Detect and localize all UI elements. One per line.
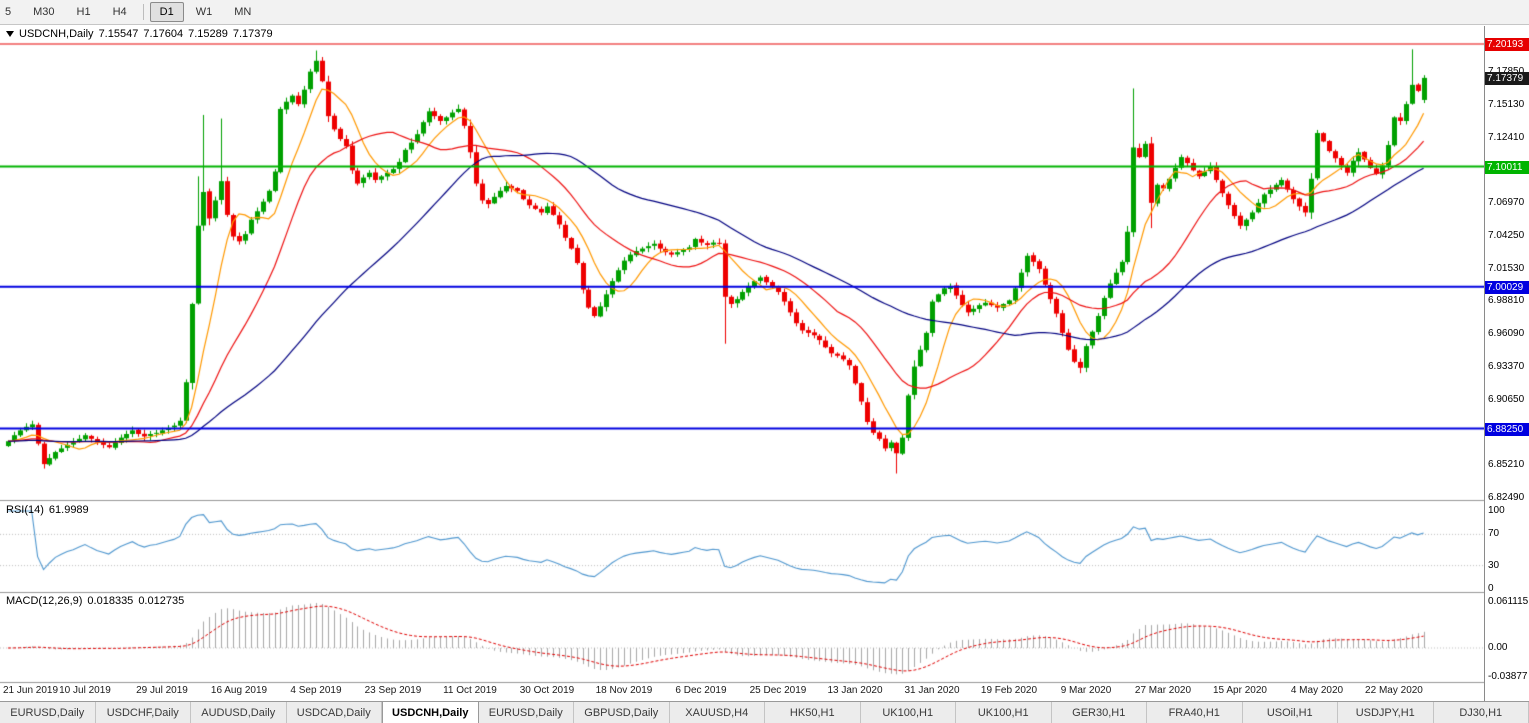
timeframe-button-5[interactable]: 5 xyxy=(5,6,12,18)
axis-tick: 30 xyxy=(1488,559,1500,571)
date-label: 11 Oct 2019 xyxy=(443,685,497,696)
axis-tick: 7.17850 xyxy=(1488,66,1524,78)
axis-tick: 6.85210 xyxy=(1488,459,1525,471)
date-label: 22 May 2020 xyxy=(1365,685,1423,696)
price-badge: 6.88250 xyxy=(1485,422,1529,436)
date-label: 10 Jul 2019 xyxy=(59,685,111,696)
ohlc-open: 7.15547 xyxy=(98,28,139,40)
chart-tab-uk100-h1[interactable]: UK100,H1 xyxy=(956,702,1052,723)
timeframe-button-h1[interactable]: H1 xyxy=(76,6,91,18)
macd-signal-value: 0.012735 xyxy=(138,595,185,607)
rsi-value: 61.9989 xyxy=(48,504,89,516)
date-label: 16 Aug 2019 xyxy=(210,685,268,696)
date-label: 23 Sep 2019 xyxy=(364,685,422,696)
axis-tick: 7.01530 xyxy=(1488,262,1525,274)
date-label: 9 Mar 2020 xyxy=(1060,685,1112,696)
axis-tick: 7.04250 xyxy=(1488,229,1525,241)
axis-tick: 0.00 xyxy=(1488,642,1508,653)
chart-tab-eurusd-daily[interactable]: EURUSD,Daily xyxy=(478,702,574,723)
timeframe-button-w1[interactable]: W1 xyxy=(195,6,213,18)
date-label: 19 Feb 2020 xyxy=(980,685,1038,696)
chart-area: USDCNH,Daily 7.15547 7.17604 7.15289 7.17379… xyxy=(0,26,1529,701)
date-label: 31 Jan 2020 xyxy=(904,685,960,696)
date-label: 21 Jun 2019 xyxy=(3,685,59,696)
chart-tab-uk100-h1[interactable]: UK100,H1 xyxy=(860,702,956,723)
chart-tab-dj30-h1[interactable]: DJ30,H1 xyxy=(1433,702,1529,723)
axis-tick: 6.82490 xyxy=(1488,491,1525,503)
date-label: 27 Mar 2020 xyxy=(1134,685,1192,696)
axis-tick: 6.98810 xyxy=(1488,295,1525,307)
price-badge: 7.20193 xyxy=(1485,38,1529,51)
date-label: 6 Dec 2019 xyxy=(675,685,727,696)
axis-tick: 0 xyxy=(1488,583,1494,594)
chart-tab-usdchf-daily[interactable]: USDCHF,Daily xyxy=(95,702,191,723)
chart-tabs-bar: EURUSD,Daily USDCHF,Daily AUDUSD,Daily USDC… xyxy=(0,701,1529,723)
timeframe-button-h4[interactable]: H4 xyxy=(112,6,127,18)
chart-tab-usdjpy-h1[interactable]: USDJPY,H1 xyxy=(1338,702,1434,723)
chart-tab-usoil-h1[interactable]: USOil,H1 xyxy=(1242,702,1338,723)
toolbar-divider xyxy=(142,4,144,20)
price-badge: 7.00029 xyxy=(1485,280,1529,294)
chart-tab-audusd-daily[interactable]: AUDUSD,Daily xyxy=(191,702,287,723)
price-axis[interactable]: 7.178507.151307.124107.096907.069707.042… xyxy=(1484,26,1529,701)
timeframe-button-d1[interactable]: D1 xyxy=(149,2,184,22)
macd-indicator-label: MACD(12,26,9) 0.018335 0.012735 xyxy=(6,595,184,607)
chart-tab-usdcad-daily[interactable]: USDCAD,Daily xyxy=(286,702,382,723)
ohlc-high: 7.17604 xyxy=(143,28,184,40)
rsi-indicator-label: RSI(14) 61.9989 xyxy=(6,504,89,516)
timeframe-button-mn[interactable]: MN xyxy=(234,6,252,18)
axis-tick: 7.06970 xyxy=(1488,197,1525,209)
date-label: 15 Apr 2020 xyxy=(1213,685,1267,696)
axis-tick: 6.93370 xyxy=(1488,360,1525,372)
axis-tick: 100 xyxy=(1488,505,1505,516)
chart-tab-xauusd-h4[interactable]: XAUUSD,H4 xyxy=(669,702,765,723)
chart-tab-gbpusd-daily[interactable]: GBPUSD,Daily xyxy=(574,702,670,723)
date-label: 4 May 2020 xyxy=(1290,685,1344,696)
date-label: 29 Jul 2019 xyxy=(136,685,188,696)
ohlc-low: 7.15289 xyxy=(188,28,228,40)
chart-tab-hk50-h1[interactable]: HK50,H1 xyxy=(765,702,861,723)
date-label: 25 Dec 2019 xyxy=(749,685,807,696)
timeframe-button-m30[interactable]: M30 xyxy=(33,6,55,18)
chart-tab-fra40-h1[interactable]: FRA40,H1 xyxy=(1147,702,1243,723)
rsi-name: RSI(14) xyxy=(6,504,44,516)
collapse-triangle-icon xyxy=(6,31,14,38)
macd-main-value: 0.018335 xyxy=(87,595,134,607)
chart-tab-usdcnh-daily[interactable]: USDCNH,Daily xyxy=(382,702,479,723)
axis-tick: 0.061115 xyxy=(1488,596,1529,608)
price-badge: 7.10011 xyxy=(1485,160,1529,174)
date-label: 4 Sep 2019 xyxy=(290,685,342,696)
timeframe-toolbar: 5 M30 H1 H4 D1 W1 MN xyxy=(0,0,1529,25)
price-chart-canvas[interactable] xyxy=(0,26,1484,701)
chart-tab-eurusd-daily[interactable]: EURUSD,Daily xyxy=(0,702,96,723)
chart-symbol: USDCNH,Daily xyxy=(19,28,94,40)
axis-tick: 7.12410 xyxy=(1488,131,1525,143)
axis-tick: 7.15130 xyxy=(1488,98,1525,110)
price-badge: 7.17379 xyxy=(1485,71,1529,85)
axis-tick: 70 xyxy=(1488,528,1500,540)
chart-tab-ger30-h1[interactable]: GER30,H1 xyxy=(1051,702,1147,723)
axis-tick: -0.03877 xyxy=(1488,671,1528,683)
date-label: 18 Nov 2019 xyxy=(595,685,653,696)
axis-tick: 6.96090 xyxy=(1488,328,1525,340)
axis-tick: 6.90650 xyxy=(1488,393,1525,405)
macd-name: MACD(12,26,9) xyxy=(6,595,83,607)
date-label: 30 Oct 2019 xyxy=(519,685,575,696)
ohlc-close: 7.17379 xyxy=(232,28,273,40)
date-label: 13 Jan 2020 xyxy=(827,685,883,696)
chart-title: USDCNH,Daily 7.15547 7.17604 7.15289 7.17379 xyxy=(6,28,278,40)
